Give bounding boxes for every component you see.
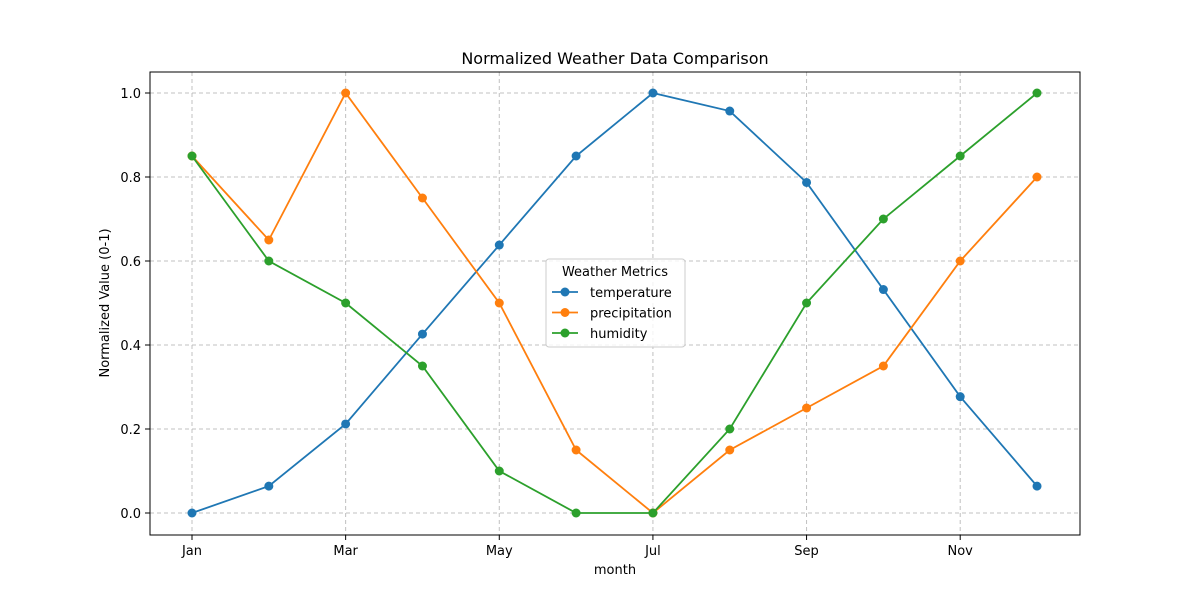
data-point-temperature	[571, 151, 581, 161]
data-point-temperature	[1032, 481, 1042, 491]
data-point-humidity	[494, 466, 504, 476]
y-axis-ticks: 0.0 0.2 0.4 0.6 0.8 1.0	[120, 87, 150, 522]
x-axis-label: month	[594, 563, 636, 578]
series-line-precipitation	[191, 91, 1038, 515]
data-point-humidity	[802, 298, 812, 308]
series-line-temperature	[191, 92, 1038, 514]
data-point-precipitation	[571, 445, 581, 455]
legend: Weather Metrics temperature precipitation…	[545, 258, 686, 348]
x-axis-ticks: Jan Mar May Jul Sep Nov	[181, 535, 973, 559]
x-tick-label: Mar	[333, 544, 358, 559]
data-point-humidity	[955, 151, 965, 161]
series-precipitation	[187, 88, 1042, 518]
data-point-precipitation	[725, 445, 735, 455]
data-point-precipitation	[417, 193, 427, 203]
legend-item-temperature: temperature	[552, 286, 672, 301]
data-point-precipitation	[1032, 172, 1042, 182]
plot-frame	[149, 71, 1081, 536]
data-point-temperature	[878, 285, 888, 295]
series-layer	[187, 88, 1042, 518]
y-tick-label: 0.0	[120, 507, 141, 522]
chart-title: Normalized Weather Data Comparison	[461, 49, 768, 68]
y-tick-label: 0.8	[120, 171, 141, 186]
x-tick-label: Sep	[794, 544, 819, 559]
x-tick-label: Jul	[644, 544, 661, 559]
legend-marker	[560, 328, 570, 338]
data-point-humidity	[264, 256, 274, 266]
data-point-temperature	[341, 419, 351, 429]
data-point-temperature	[417, 329, 427, 339]
data-point-humidity	[725, 424, 735, 434]
y-tick-label: 0.4	[120, 339, 141, 354]
legend-label: temperature	[590, 286, 672, 301]
data-point-humidity	[878, 214, 888, 224]
data-point-temperature	[264, 481, 274, 491]
y-tick-label: 0.6	[120, 255, 141, 270]
legend-label: precipitation	[590, 307, 672, 322]
y-tick-label: 0.2	[120, 423, 141, 438]
data-point-precipitation	[341, 88, 351, 98]
data-point-humidity	[1032, 88, 1042, 98]
data-point-humidity	[187, 151, 197, 161]
data-point-temperature	[494, 240, 504, 250]
data-point-precipitation	[264, 235, 274, 245]
legend-marker	[560, 308, 570, 317]
legend-marker	[560, 287, 570, 297]
data-point-humidity	[341, 298, 351, 308]
y-tick-label: 1.0	[120, 87, 141, 102]
legend-item-precipitation: precipitation	[552, 307, 672, 322]
series-line-humidity	[191, 92, 1038, 514]
data-point-temperature	[187, 508, 197, 518]
data-point-temperature	[725, 106, 735, 116]
data-point-temperature	[648, 88, 658, 98]
data-point-precipitation	[802, 403, 812, 413]
data-point-humidity	[417, 361, 427, 371]
data-point-precipitation	[878, 361, 888, 371]
data-point-temperature	[802, 177, 812, 187]
x-tick-label: Nov	[948, 544, 974, 559]
series-humidity	[187, 88, 1042, 518]
data-point-humidity	[571, 508, 581, 518]
data-point-temperature	[955, 392, 965, 402]
data-point-precipitation	[955, 256, 965, 266]
data-point-humidity	[648, 508, 658, 518]
legend-box	[545, 258, 686, 348]
x-tick-label: Jan	[181, 544, 202, 559]
x-tick-label: May	[486, 544, 513, 559]
legend-label: humidity	[590, 327, 648, 342]
legend-title: Weather Metrics	[562, 265, 668, 280]
legend-item-humidity: humidity	[552, 327, 648, 342]
series-temperature	[187, 88, 1042, 518]
data-point-precipitation	[494, 298, 504, 308]
y-axis-label: Normalized Value (0-1)	[98, 228, 113, 377]
